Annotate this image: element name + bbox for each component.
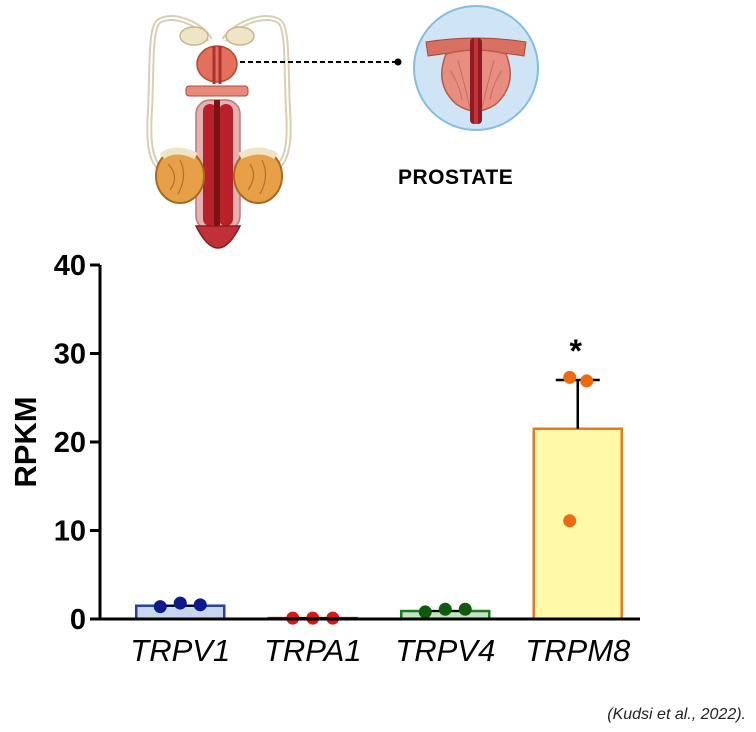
citation: (Kudsi et al., 2022). xyxy=(607,706,746,723)
data-point-trpv4-2 xyxy=(438,602,452,616)
data-point-trpv1-1 xyxy=(153,600,167,614)
bar-trpm8 xyxy=(532,427,623,621)
organ-label: PROSTATE xyxy=(398,166,514,189)
x-tick-label-trpa1: TRPA1 xyxy=(264,633,362,668)
y-tick-label-30: 30 xyxy=(54,339,86,371)
prostate-cross-section-icon xyxy=(413,5,539,131)
x-tick-label-trpv1: TRPV1 xyxy=(130,633,230,668)
y-tick-label-10: 10 xyxy=(54,516,86,548)
data-point-trpm8-1 xyxy=(563,514,577,528)
x-tick-label-trpm8: TRPM8 xyxy=(525,633,631,668)
connector-dot xyxy=(394,58,402,66)
bar-chart: TRPV1 TRPA1 TRPV4 * TRPM8 0 10 20 30 40 RPKM xyxy=(8,250,640,668)
data-point-trpv4-1 xyxy=(418,605,432,619)
data-point-trpv1-2 xyxy=(173,596,187,610)
data-point-trpv4-3 xyxy=(458,602,472,616)
data-point-trpm8-3 xyxy=(580,374,594,388)
x-tick-label-trpv4: TRPV4 xyxy=(395,633,495,668)
y-tick-label-20: 20 xyxy=(54,427,86,459)
y-axis-label: RPKM xyxy=(8,396,43,487)
male-reproductive-anatomy-icon xyxy=(146,15,292,249)
y-tick-label-40: 40 xyxy=(54,250,86,282)
data-point-trpm8-2 xyxy=(563,370,577,384)
y-tick-label-0: 0 xyxy=(70,604,86,636)
significance-marker-trpm8: * xyxy=(570,333,583,369)
data-point-trpv1-3 xyxy=(193,598,207,612)
